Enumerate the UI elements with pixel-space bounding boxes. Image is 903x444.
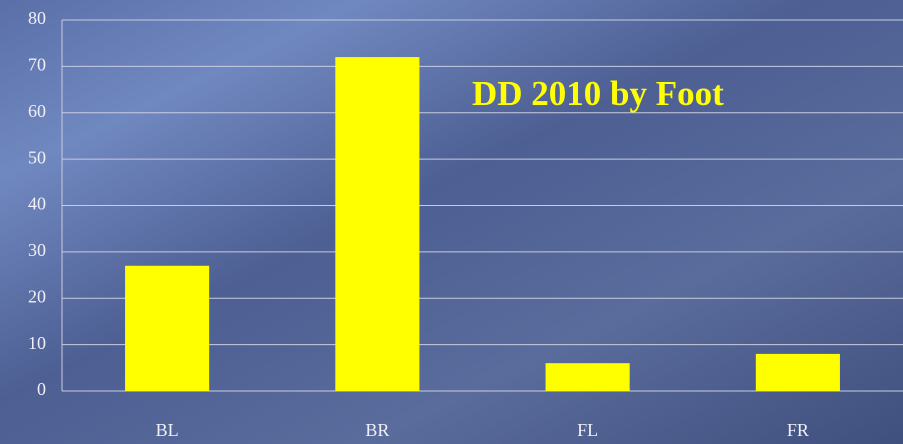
y-tick-label: 20 bbox=[28, 286, 46, 306]
bar bbox=[125, 265, 210, 391]
y-tick-label: 10 bbox=[28, 333, 46, 353]
y-tick-label: 0 bbox=[37, 379, 46, 399]
y-tick-label: 70 bbox=[28, 55, 46, 75]
chart-title: DD 2010 by Foot bbox=[472, 74, 724, 113]
y-tick-label: 60 bbox=[28, 101, 46, 121]
bar bbox=[755, 353, 840, 391]
y-tick-label: 40 bbox=[28, 194, 46, 214]
x-tick-label: FR bbox=[787, 420, 809, 440]
x-tick-label: BR bbox=[365, 420, 389, 440]
x-tick-label: FL bbox=[577, 420, 598, 440]
y-tick-label: 30 bbox=[28, 240, 46, 260]
bar bbox=[545, 363, 630, 391]
y-tick-label: 80 bbox=[28, 8, 46, 28]
bar bbox=[335, 57, 420, 391]
y-tick-label: 50 bbox=[28, 147, 46, 167]
x-tick-label: BL bbox=[156, 420, 179, 440]
